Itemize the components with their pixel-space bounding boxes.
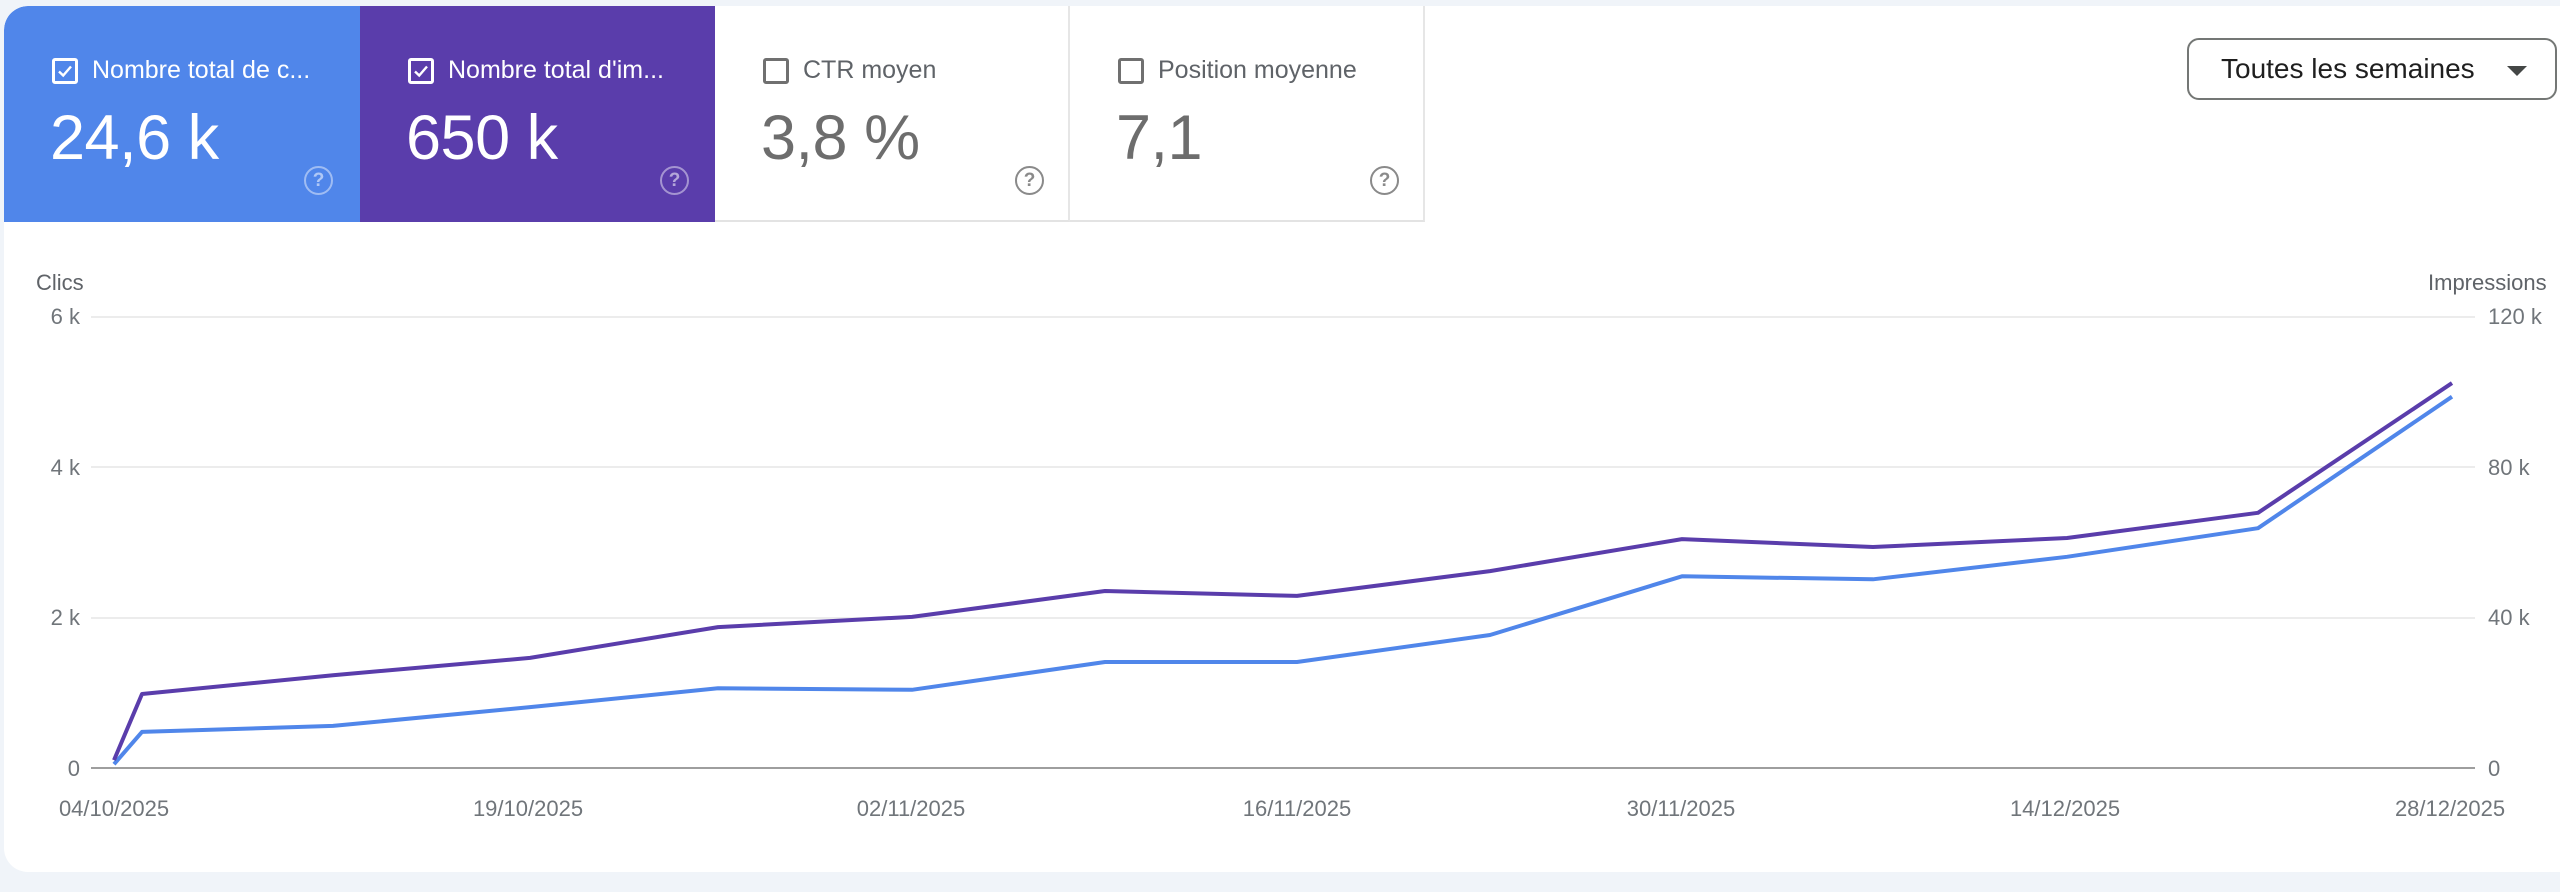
x-tick-label: 30/11/2025 [1626, 796, 1736, 821]
caret-down-icon [2507, 66, 2527, 76]
right-tick: 120 k [2488, 304, 2542, 329]
checkbox-unchecked-icon[interactable] [1118, 57, 1144, 84]
card-header: Nombre total de c... [52, 56, 310, 85]
checkbox-checked-icon[interactable] [408, 57, 434, 84]
help-circle-icon[interactable]: ? [660, 166, 689, 195]
right-axis-title: Impressions [2428, 270, 2547, 295]
metric-card-position[interactable]: Position moyenne 7,1 ? [1070, 6, 1425, 222]
metric-value: 3,8 % [761, 103, 920, 173]
left-axis-title: Clics [36, 270, 84, 295]
help-circle-icon[interactable]: ? [1370, 166, 1399, 195]
x-tick-label: 14/12/2025 [2009, 796, 2121, 821]
metric-card-ctr[interactable]: CTR moyen 3,8 % ? [715, 6, 1070, 222]
line-chart[interactable] [4, 6, 2560, 872]
metric-value: 24,6 k [50, 103, 219, 173]
metric-label: Nombre total d'im... [448, 56, 664, 84]
x-tick-label: 16/11/2025 [1242, 796, 1352, 821]
metric-card-impressions[interactable]: Nombre total d'im... 650 k ? [360, 6, 715, 222]
x-tick-label: 28/12/2025 [2394, 796, 2506, 821]
metric-label: Nombre total de c... [92, 56, 311, 84]
help-circle-icon[interactable]: ? [1015, 166, 1044, 195]
metric-label: Position moyenne [1158, 56, 1357, 84]
help-circle-icon[interactable]: ? [304, 166, 333, 195]
right-tick: 40 k [2488, 605, 2530, 630]
right-tick: 80 k [2488, 455, 2530, 480]
left-tick: 4 k [50, 455, 80, 480]
left-tick: 2 k [50, 605, 80, 630]
performance-panel: Nombre total de c... 24,6 k ? Nombre tot… [4, 6, 2560, 872]
metric-label: CTR moyen [803, 56, 937, 84]
card-header: Nombre total d'im... [408, 56, 664, 85]
x-tick-label: 04/10/2025 [58, 796, 170, 821]
right-tick: 0 [2488, 756, 2501, 781]
gridlines [91, 316, 2475, 769]
x-tick-label: 02/11/2025 [856, 796, 966, 821]
dropdown-selected-value: Toutes les semaines [2221, 53, 2475, 84]
metric-card-clicks[interactable]: Nombre total de c... 24,6 k ? [4, 6, 360, 222]
clicks-line [112, 395, 2454, 766]
impressions-line [112, 381, 2454, 761]
left-tick: 0 [67, 756, 80, 781]
card-header: CTR moyen [763, 56, 936, 85]
period-dropdown[interactable]: Toutes les semaines [2187, 38, 2557, 100]
checkbox-unchecked-icon[interactable] [763, 57, 789, 84]
card-header: Position moyenne [1118, 56, 1357, 85]
checkbox-checked-icon[interactable] [52, 57, 78, 84]
metric-cards: Nombre total de c... 24,6 k ? Nombre tot… [4, 6, 1425, 222]
metric-value: 650 k [406, 103, 558, 173]
x-tick-label: 19/10/2025 [472, 796, 584, 821]
metric-value: 7,1 [1116, 103, 1203, 173]
left-tick: 6 k [50, 304, 80, 329]
